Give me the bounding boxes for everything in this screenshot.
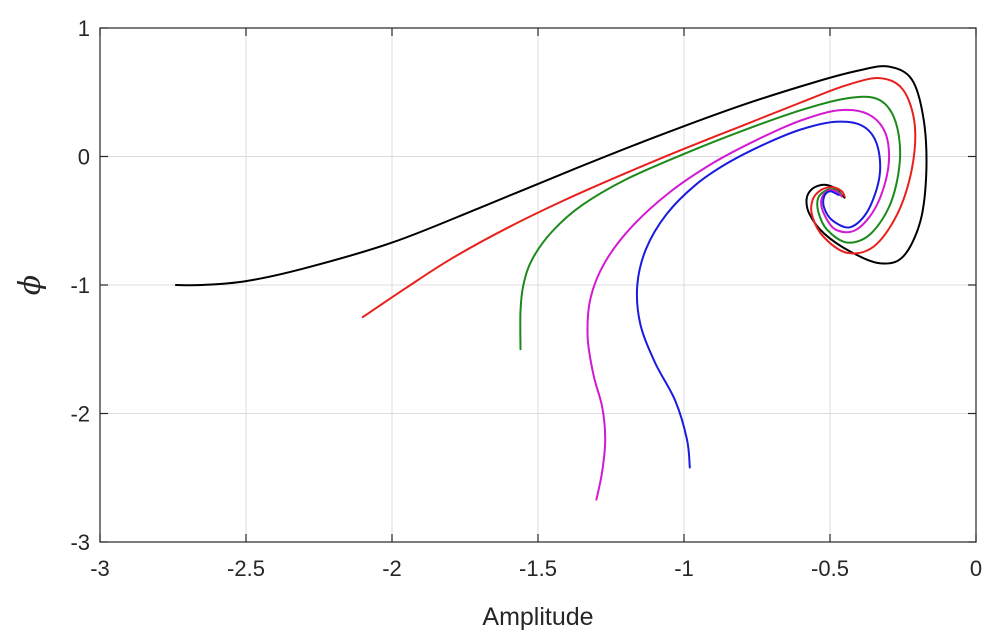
x-tick-label: -3 xyxy=(90,556,110,581)
series-line-1 xyxy=(174,65,928,287)
y-tick-label: -3 xyxy=(70,530,90,555)
x-tick-label: 0 xyxy=(970,556,982,581)
x-axis-label: Amplitude xyxy=(482,603,593,631)
x-tick-label: -2.5 xyxy=(227,556,265,581)
y-axis-label: ϕ xyxy=(13,275,48,295)
ticks: -3 -2.5 -2 -1.5 -1 -0.5 0 -3 -2 -1 0 1 xyxy=(70,16,982,581)
y-tick-label: -1 xyxy=(70,273,90,298)
x-tick-label: -0.5 xyxy=(811,556,849,581)
series-line-3 xyxy=(519,95,902,351)
x-tick-label: -1.5 xyxy=(519,556,557,581)
x-tick-label: -1 xyxy=(674,556,694,581)
series-line-2 xyxy=(361,77,917,319)
y-tick-label: -2 xyxy=(70,402,90,427)
series-line-5 xyxy=(635,120,882,469)
grid xyxy=(99,27,977,543)
series-layer xyxy=(174,65,928,501)
y-tick-label: 1 xyxy=(78,16,90,41)
y-tick-label: 0 xyxy=(78,145,90,170)
x-tick-label: -2 xyxy=(382,556,402,581)
series-line-4 xyxy=(586,108,891,501)
